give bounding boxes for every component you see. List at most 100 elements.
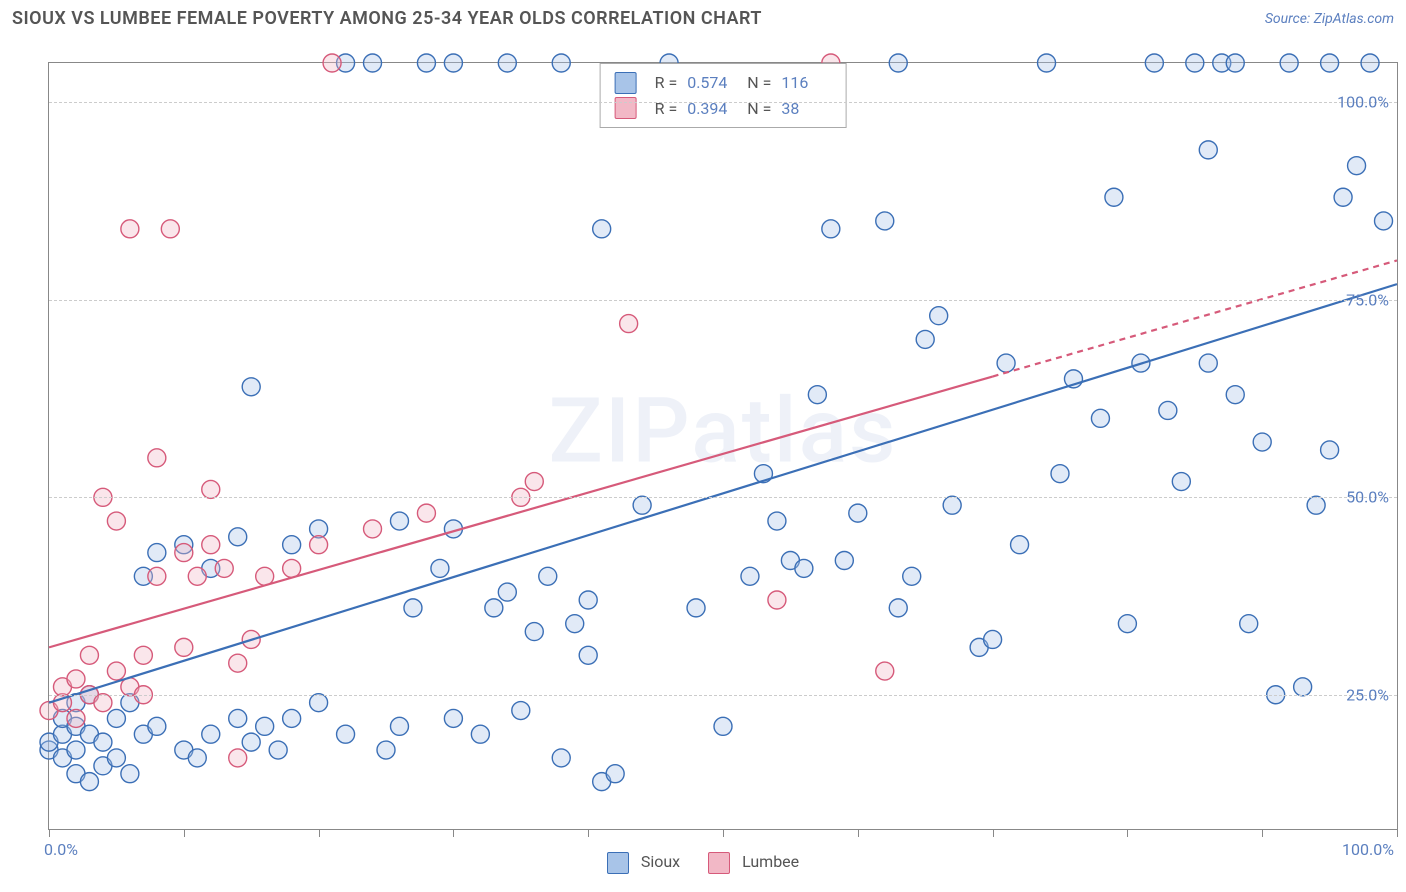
sioux-point [1105, 188, 1123, 206]
sioux-point [1361, 54, 1379, 72]
lumbee-point [202, 480, 220, 498]
lumbee-point [67, 709, 85, 727]
gridline [49, 497, 1397, 498]
lumbee-point [107, 512, 125, 530]
sioux-point [148, 544, 166, 562]
sioux-point [566, 615, 584, 633]
n-label: N = [747, 70, 771, 96]
x-tick [1127, 829, 1128, 837]
chart-container: SIOUX VS LUMBEE FEMALE POVERTY AMONG 25-… [0, 0, 1406, 892]
sioux-point [310, 694, 328, 712]
sioux-point [498, 54, 516, 72]
sioux-point [188, 749, 206, 767]
sioux-swatch-icon [615, 72, 637, 94]
n-label: N = [747, 96, 771, 122]
sioux-legend-label: Sioux [641, 852, 680, 871]
sioux-point [431, 559, 449, 577]
x-tick [319, 829, 320, 837]
sioux-point [1199, 141, 1217, 159]
sioux-point [269, 741, 287, 759]
gridline [49, 102, 1397, 103]
sioux-point [1011, 536, 1029, 554]
y-tick-label: 25.0% [1346, 685, 1389, 704]
lumbee-point [620, 315, 638, 333]
sioux-point [903, 567, 921, 585]
sioux-point [390, 512, 408, 530]
sioux-point [633, 496, 651, 514]
r-label: R = [655, 96, 678, 122]
x-tick [993, 829, 994, 837]
sioux-point [364, 54, 382, 72]
sioux-point [1226, 54, 1244, 72]
sioux-point [1253, 433, 1271, 451]
lumbee-point [202, 536, 220, 554]
gridline [49, 695, 1397, 696]
chart-title: SIOUX VS LUMBEE FEMALE POVERTY AMONG 25-… [12, 8, 762, 29]
sioux-point [889, 54, 907, 72]
x-tick [1397, 829, 1398, 837]
lumbee-point [134, 646, 152, 664]
lumbee-swatch-icon [615, 97, 637, 119]
sioux-point [1038, 54, 1056, 72]
sioux-point [512, 702, 530, 720]
sioux-point [242, 378, 260, 396]
y-tick-label: 50.0% [1346, 488, 1389, 507]
y-tick-label: 100.0% [1337, 93, 1389, 112]
sioux-r-value: 0.574 [687, 70, 737, 96]
lumbee-point [188, 567, 206, 585]
sioux-point [1307, 496, 1325, 514]
sioux-point [876, 212, 894, 230]
sioux-swatch-icon [607, 852, 629, 874]
source-link[interactable]: Source: ZipAtlas.com [1265, 11, 1394, 27]
sioux-point [1280, 54, 1298, 72]
sioux-point [1240, 615, 1258, 633]
lumbee-point [768, 591, 786, 609]
lumbee-point [175, 638, 193, 656]
sioux-point [229, 528, 247, 546]
sioux-point [916, 330, 934, 348]
y-tick-label: 75.0% [1346, 290, 1389, 309]
sioux-point [552, 749, 570, 767]
sioux-point [417, 54, 435, 72]
header: SIOUX VS LUMBEE FEMALE POVERTY AMONG 25-… [0, 0, 1406, 33]
sioux-point [1172, 473, 1190, 491]
lumbee-point [107, 662, 125, 680]
sioux-point [121, 765, 139, 783]
lumbee-point [161, 220, 179, 238]
sioux-point [1321, 54, 1339, 72]
x-tick [588, 829, 589, 837]
plot-area: ZIPatlas R = 0.574 N = 116 R = 0.394 N =… [48, 62, 1398, 830]
sioux-point [822, 220, 840, 238]
sioux-point [889, 599, 907, 617]
correlation-stats-box: R = 0.574 N = 116 R = 0.394 N = 38 [600, 63, 847, 128]
sioux-point [930, 307, 948, 325]
lumbee-swatch-icon [708, 852, 730, 874]
x-tick [858, 829, 859, 837]
sioux-point [552, 54, 570, 72]
lumbee-r-value: 0.394 [687, 96, 737, 122]
lumbee-point [229, 654, 247, 672]
scatter-svg [49, 63, 1397, 829]
lumbee-point [323, 54, 341, 72]
sioux-point [606, 765, 624, 783]
sioux-n-value: 116 [781, 70, 831, 96]
x-tick [723, 829, 724, 837]
sioux-point [67, 741, 85, 759]
sioux-point [1159, 401, 1177, 419]
sioux-point [579, 591, 597, 609]
sioux-point [94, 733, 112, 751]
stats-row-sioux: R = 0.574 N = 116 [615, 70, 832, 96]
r-label: R = [655, 70, 678, 96]
stats-row-lumbee: R = 0.394 N = 38 [615, 96, 832, 122]
sioux-point [390, 717, 408, 735]
sioux-point [795, 559, 813, 577]
lumbee-legend-label: Lumbee [742, 852, 799, 871]
sioux-point [593, 220, 611, 238]
lumbee-point [525, 473, 543, 491]
sioux-point [148, 717, 166, 735]
sioux-point [1199, 354, 1217, 372]
bottom-legend: Sioux Lumbee [0, 852, 1406, 874]
sioux-point [997, 354, 1015, 372]
lumbee-point [364, 520, 382, 538]
sioux-point [471, 725, 489, 743]
